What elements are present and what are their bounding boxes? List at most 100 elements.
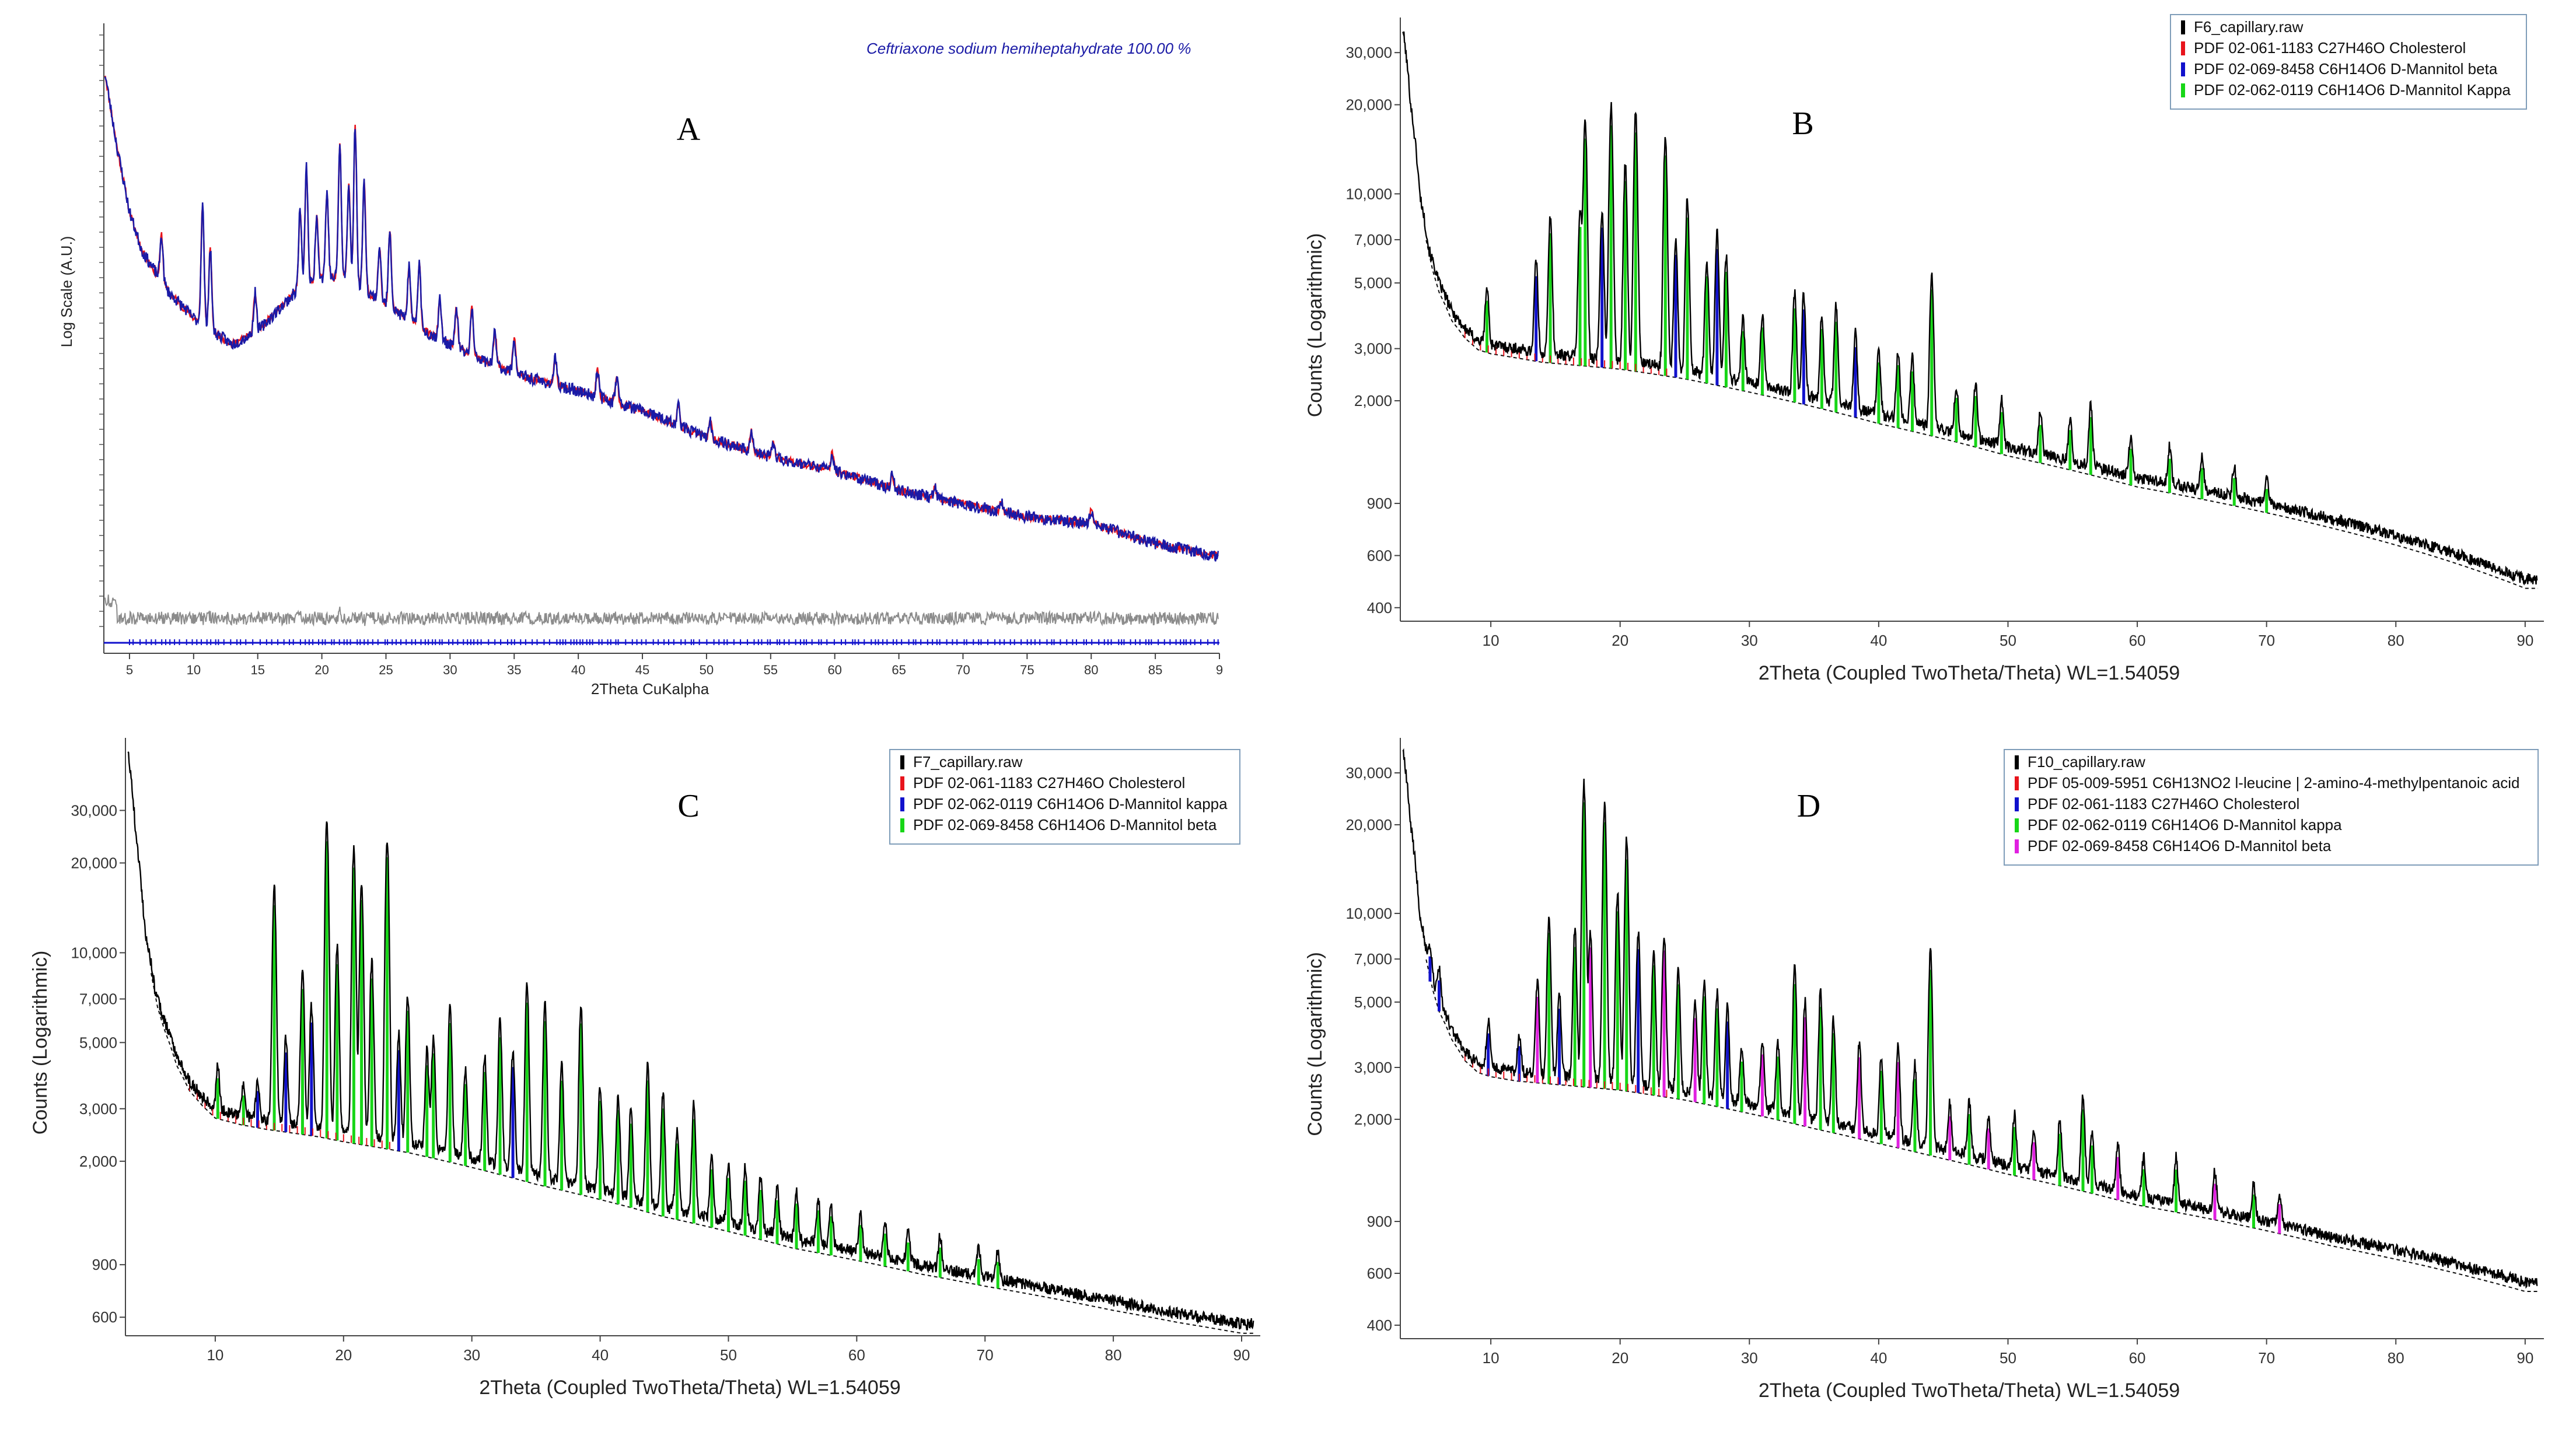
- y-axis-title: Counts (Logarithmic): [1304, 233, 1326, 418]
- panel-d: 10 20 30 40 50 60 70 80 90 400 600 900 2,000 3,000 5,0…: [1278, 729, 2576, 1432]
- x-axis-title: 2Theta (Coupled TwoTheta/Theta) WL=1.540…: [1759, 1380, 2180, 1402]
- y-tick-label: 30,000: [71, 801, 117, 819]
- x-tick-label: 30: [463, 1346, 480, 1364]
- panel-label: A: [677, 111, 701, 148]
- x-tick-label: 75: [1020, 663, 1034, 677]
- x-tick-label: 20: [314, 663, 328, 677]
- x-tick-label: 85: [1148, 663, 1162, 677]
- y-tick-label: 7,000: [79, 990, 117, 1008]
- y-tick-label: 30,000: [1345, 44, 1392, 61]
- y-tick-label: 900: [1367, 1213, 1392, 1230]
- legend-entry: PDF 02-061-1183 C27H46O Cholesterol: [2028, 795, 2299, 813]
- x-tick-label: 5: [126, 663, 133, 677]
- y-tick-label: 5,000: [1354, 993, 1392, 1011]
- y-tick-label: 600: [92, 1308, 117, 1326]
- x-tick-label: 15: [250, 663, 264, 677]
- legend-entry: PDF 02-062-0119 C6H14O6 D-Mannitol kappa: [913, 795, 1228, 813]
- x-tick-label: 90: [1233, 1346, 1250, 1364]
- legend-marker-blue: [2015, 797, 2019, 811]
- y-tick-label: 3,000: [79, 1100, 117, 1118]
- x-tick-label: 55: [764, 663, 778, 677]
- legend-entry: PDF 02-061-1183 C27H46O Cholesterol: [913, 774, 1185, 792]
- legend-box: [889, 749, 1240, 845]
- x-tick-label: 60: [848, 1346, 865, 1364]
- difference-curve-line: [104, 594, 1219, 627]
- panel-c: 10 20 30 40 50 60 70 80 90 600 900 2,000 3,000 5,000 7…: [0, 729, 1284, 1432]
- x-tick-label: 20: [335, 1346, 352, 1364]
- legend-marker-red: [2015, 776, 2019, 790]
- y-tick-label: 2,000: [1354, 1111, 1392, 1128]
- panel-label: B: [1792, 106, 1813, 142]
- panel-label: D: [1797, 788, 1820, 824]
- x-axis-title: 2Theta (Coupled TwoTheta/Theta) WL=1.540…: [479, 1377, 900, 1399]
- y-tick-label: 7,000: [1354, 231, 1392, 248]
- y-tick-label: 600: [1367, 1265, 1392, 1282]
- y-tick-label: 5,000: [79, 1034, 117, 1051]
- x-tick-label: 45: [635, 663, 649, 677]
- x-tick-label: 70: [977, 1346, 994, 1364]
- x-tick-label: 50: [2000, 632, 2016, 649]
- y-axis-title: Counts (Logarithmic): [29, 951, 51, 1135]
- legend-marker-magenta: [2015, 839, 2019, 853]
- y-tick-label: 2,000: [79, 1153, 117, 1170]
- x-tick-label: 80: [2388, 1349, 2404, 1367]
- x-tick-label: 9: [1216, 663, 1223, 677]
- background-dashed-line: [1425, 959, 2538, 1292]
- legend-entry: Ceftriaxone sodium hemiheptahydrate 100.…: [866, 40, 1191, 57]
- legend-entry: F10_capillary.raw: [2028, 753, 2145, 771]
- y-tick-label: 5,000: [1354, 274, 1392, 292]
- panel-a: 5 10 15 20 25 30 35 40 45 50 55 60 65 70 75 80 85 9 2Theta…: [0, 0, 1260, 723]
- legend-entry: F6_capillary.raw: [2194, 18, 2304, 36]
- y-tick-label: 10,000: [1345, 185, 1392, 202]
- x-axis-title: 2Theta (Coupled TwoTheta/Theta) WL=1.540…: [1759, 662, 2180, 684]
- legend-entry: PDF 02-062-0119 C6H14O6 D-Mannitol kappa: [2028, 816, 2342, 834]
- chart-d: 10 20 30 40 50 60 70 80 90 400 600 900 2,000 3,000 5,0…: [1304, 738, 2544, 1402]
- x-tick-label: 25: [379, 663, 393, 677]
- x-tick-label: 20: [1612, 632, 1628, 649]
- background-dashed-line: [1425, 240, 2538, 589]
- x-tick-label: 60: [2129, 1349, 2146, 1367]
- panel-b: 10 20 30 40 50 60 70 80 90 400 600 900 2,000 3,000 5,0…: [1278, 0, 2576, 723]
- x-tick-label: 40: [1870, 632, 1887, 649]
- x-tick-label: 80: [2388, 632, 2404, 649]
- x-tick-label: 40: [1870, 1349, 1887, 1367]
- x-tick-label: 20: [1612, 1349, 1628, 1367]
- legend-marker-red: [900, 776, 904, 790]
- y-tick-label: 7,000: [1354, 950, 1392, 968]
- y-tick-label: 900: [1367, 495, 1392, 512]
- y-tick-label: 900: [92, 1256, 117, 1273]
- x-tick-label: 80: [1084, 663, 1098, 677]
- x-tick-label: 40: [592, 1346, 609, 1364]
- x-tick-label: 10: [1483, 1349, 1500, 1367]
- legend-marker-blue: [900, 797, 904, 811]
- legend-entry: F7_capillary.raw: [913, 753, 1023, 771]
- x-tick-label: 35: [507, 663, 521, 677]
- y-tick-label: 3,000: [1354, 1059, 1392, 1076]
- legend-marker-raw: [2015, 755, 2019, 769]
- y-tick-label: 20,000: [71, 854, 117, 871]
- chart-a: 5 10 15 20 25 30 35 40 45 50 55 60 65 70 75 80 85 9 2Theta…: [58, 23, 1223, 698]
- legend-marker-green: [900, 818, 904, 832]
- x-tick-label: 50: [2000, 1349, 2016, 1367]
- x-tick-label: 70: [2258, 1349, 2275, 1367]
- legend-entry: PDF 02-069-8458 C6H14O6 D-Mannitol beta: [913, 816, 1217, 834]
- y-tick-label: 20,000: [1345, 96, 1392, 114]
- x-tick-label: 30: [1741, 1349, 1758, 1367]
- y-tick-label: 2,000: [1354, 392, 1392, 409]
- x-tick-label: 10: [1483, 632, 1500, 649]
- y-axis-title: Counts (Logarithmic): [1304, 952, 1326, 1136]
- x-tick-label: 30: [1741, 632, 1758, 649]
- legend-entry: PDF 02-069-8458 C6H14O6 D-Mannitol beta: [2028, 837, 2332, 855]
- x-tick-label: 40: [571, 663, 585, 677]
- legend-entry: PDF 05-009-5951 C6H13NO2 l-leucine | 2-a…: [2028, 774, 2520, 792]
- x-tick-label: 60: [827, 663, 841, 677]
- legend-entry: PDF 02-062-0119 C6H14O6 D-Mannitol Kappa: [2194, 81, 2511, 99]
- x-tick-label: 10: [207, 1346, 223, 1364]
- x-tick-label: 70: [2258, 632, 2275, 649]
- legend-entry: PDF 02-069-8458 C6H14O6 D-Mannitol beta: [2194, 60, 2498, 78]
- raw-pattern-line: [1402, 31, 2538, 586]
- legend-marker-green: [2181, 83, 2185, 97]
- legend-marker-raw: [2181, 20, 2185, 34]
- x-tick-label: 65: [892, 663, 906, 677]
- x-tick-label: 30: [443, 663, 457, 677]
